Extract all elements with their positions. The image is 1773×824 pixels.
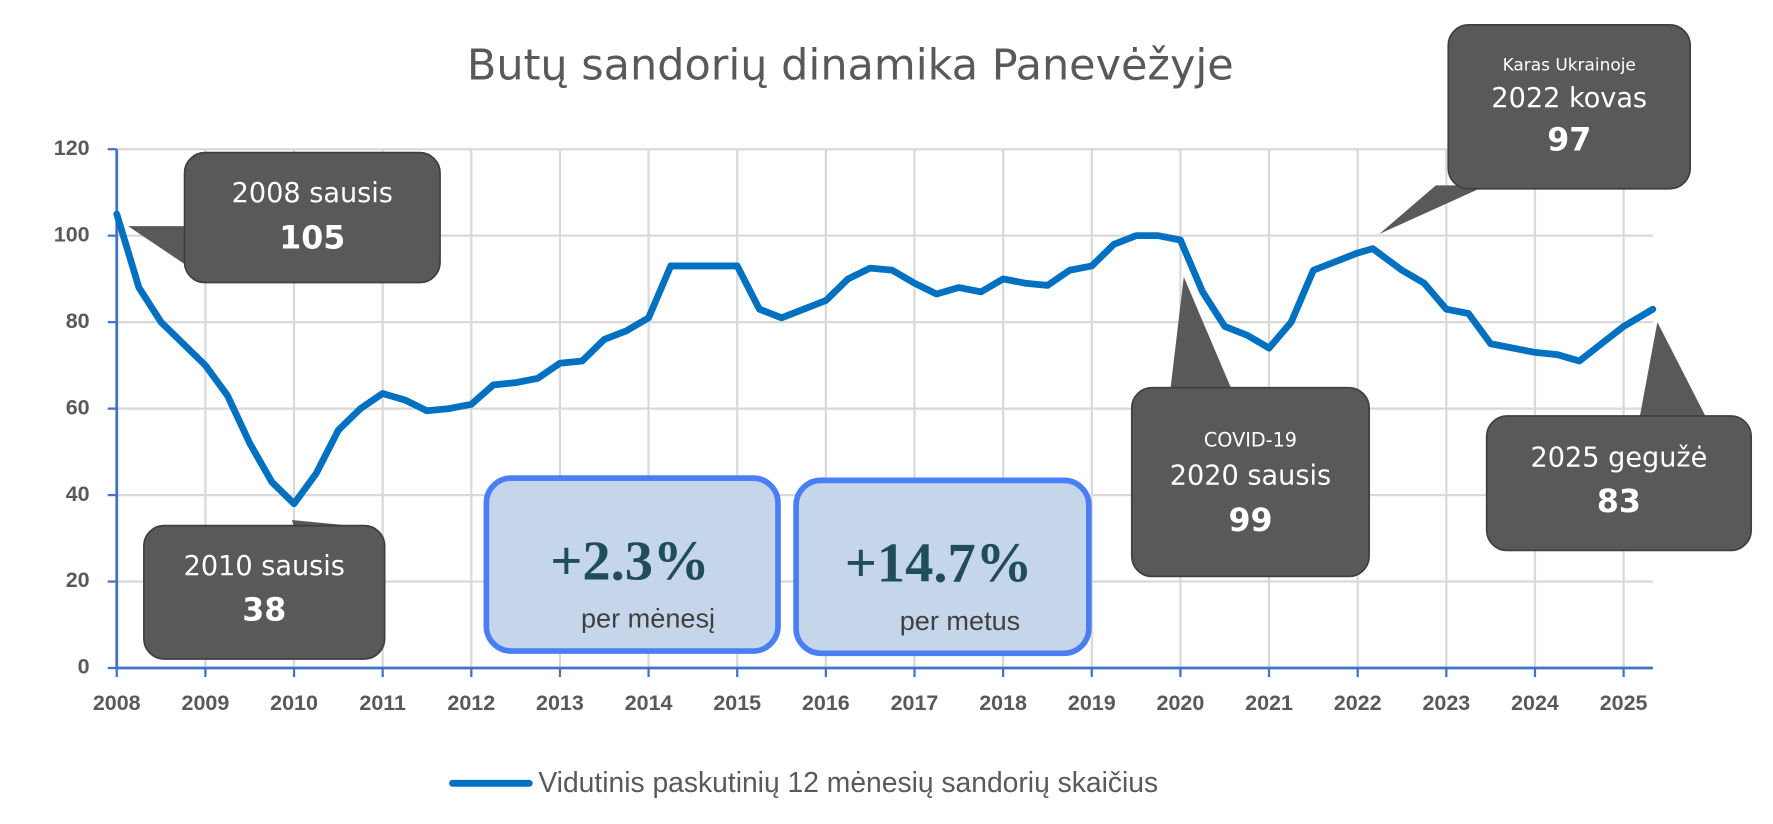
x-tick-label: 2012 (447, 691, 495, 715)
x-tick-label: 2025 (1600, 691, 1648, 715)
callout-label: 2010 sausis (184, 551, 345, 582)
x-tick-label: 2021 (1245, 691, 1293, 715)
x-tick-label: 2019 (1068, 691, 1116, 715)
callout-box (1447, 24, 1692, 190)
x-tick-label: 2013 (536, 691, 584, 715)
x-tick-label: 2017 (891, 691, 939, 715)
callout-value: 99 (1228, 503, 1272, 539)
callout-label: 2020 sausis (1170, 460, 1331, 491)
callout-value: 38 (242, 593, 286, 629)
callout-pointer (1170, 276, 1233, 392)
stat-box (793, 477, 1092, 657)
y-tick-label: 100 (54, 222, 90, 246)
stat-value: +14.7% (845, 533, 1033, 595)
callout-label: 2008 sausis (232, 178, 393, 209)
x-tick-label: 2024 (1511, 691, 1559, 715)
x-tick-label: 2014 (625, 691, 673, 715)
callout-label: COVID-19 (1204, 428, 1297, 451)
data-line (113, 210, 1657, 508)
callout-box (1130, 386, 1370, 578)
stat-value: +2.3% (550, 530, 709, 592)
y-tick-label: 60 (66, 395, 90, 419)
stat-caption: per mėnesį (581, 603, 715, 634)
x-tick-label: 2011 (359, 691, 406, 715)
callout-pointer (128, 226, 187, 266)
x-tick-label: 2015 (713, 691, 761, 715)
callout-box (183, 151, 441, 284)
callout: 2010 sausis 38 (143, 519, 386, 660)
x-tick-label: 2022 (1334, 691, 1382, 715)
y-tick-label: 80 (66, 309, 90, 333)
callout-label: 2025 gegužė (1531, 442, 1708, 473)
y-tick-label: 0 (78, 655, 90, 679)
callout-value: 105 (279, 221, 345, 257)
x-tick-label: 2023 (1422, 691, 1470, 715)
x-tick-label: 2020 (1157, 691, 1205, 715)
callout-label: 2022 kovas (1491, 83, 1647, 114)
x-tick-label: 2008 (93, 691, 141, 715)
callout-box (1485, 415, 1753, 552)
callout-pointer (1379, 185, 1487, 234)
callout-pointer (1639, 322, 1708, 420)
callout: 2025 gegužė 83 (1485, 322, 1753, 552)
x-tick-label: 2018 (979, 691, 1027, 715)
y-tick-label: 120 (54, 136, 90, 160)
callout: 2008 sausis 105 (128, 151, 441, 284)
callout: Karas Ukrainoje 2022 kovas 97 (1379, 24, 1692, 234)
callout-value: 97 (1547, 122, 1591, 158)
callout-label: Karas Ukrainoje (1503, 55, 1636, 75)
x-tick-label: 2009 (182, 691, 230, 715)
callout: COVID-19 2020 sausis 99 (1130, 276, 1370, 578)
legend-label: Vidutinis paskutinių 12 mėnesių sandorių… (538, 766, 1158, 798)
callout-box (143, 524, 386, 660)
x-tick-label: 2016 (802, 691, 850, 715)
stat-caption: per metus (900, 605, 1021, 636)
y-tick-label: 20 (66, 568, 90, 592)
y-tick-label: 40 (66, 482, 90, 506)
stat-box (483, 475, 781, 654)
x-tick-label: 2010 (270, 691, 318, 715)
chart-title: Butų sandorių dinamika Panevėžyje (467, 40, 1234, 90)
callout-value: 83 (1597, 484, 1641, 520)
